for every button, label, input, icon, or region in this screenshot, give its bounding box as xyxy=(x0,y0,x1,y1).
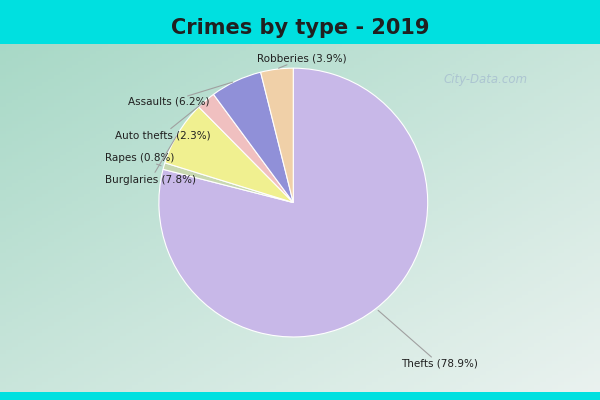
Wedge shape xyxy=(199,94,293,202)
Text: Crimes by type - 2019: Crimes by type - 2019 xyxy=(171,18,429,38)
Text: Rapes (0.8%): Rapes (0.8%) xyxy=(105,153,175,166)
Wedge shape xyxy=(214,72,293,202)
Text: Auto thefts (2.3%): Auto thefts (2.3%) xyxy=(115,103,210,140)
Wedge shape xyxy=(163,163,293,202)
Text: Assaults (6.2%): Assaults (6.2%) xyxy=(128,82,233,107)
Wedge shape xyxy=(159,68,428,337)
Text: Burglaries (7.8%): Burglaries (7.8%) xyxy=(105,136,196,185)
Wedge shape xyxy=(165,107,293,202)
Text: Robberies (3.9%): Robberies (3.9%) xyxy=(257,54,347,68)
Wedge shape xyxy=(260,68,293,202)
Text: City-Data.com: City-Data.com xyxy=(444,74,528,86)
Text: Thefts (78.9%): Thefts (78.9%) xyxy=(378,310,478,369)
